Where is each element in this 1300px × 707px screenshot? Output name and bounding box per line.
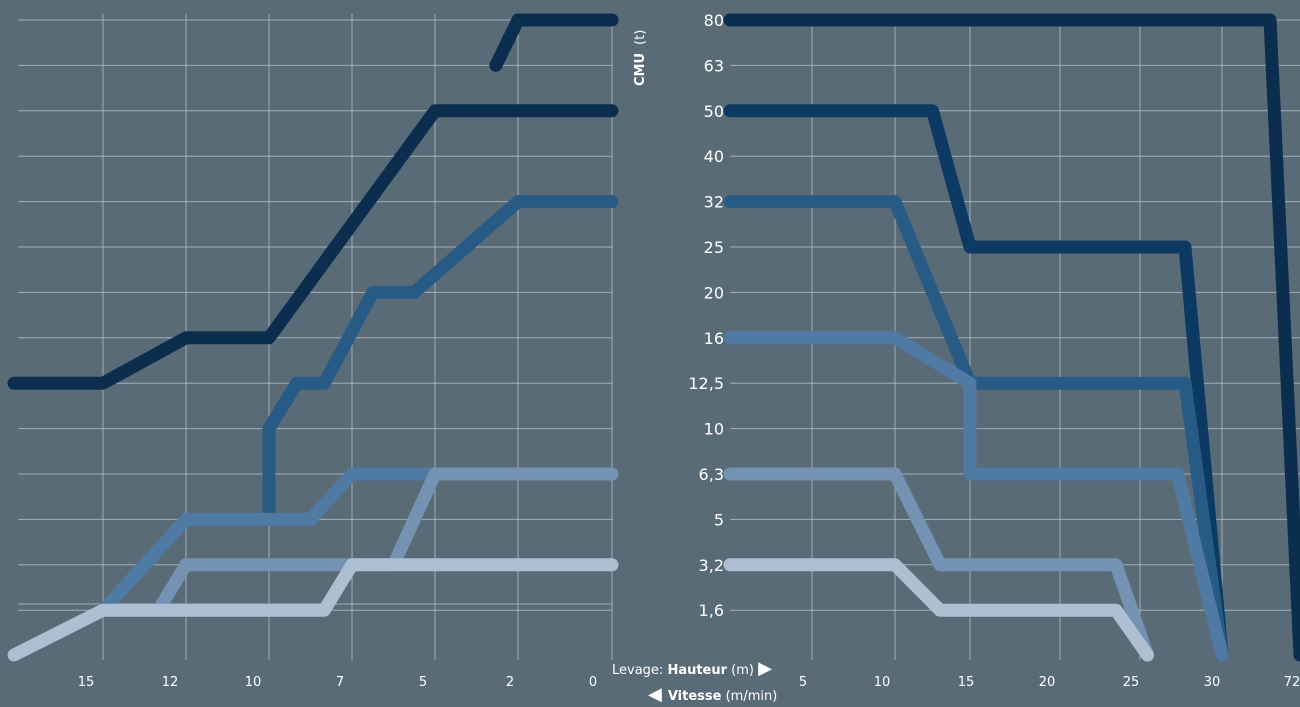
- y-tick-label: 12,5: [688, 374, 724, 393]
- series-line: [489, 13, 619, 72]
- series-line: [723, 13, 1300, 662]
- x-tick-label-left: 5: [419, 675, 427, 690]
- series-line: [723, 331, 1229, 662]
- x-tick-label-right: 25: [1123, 675, 1140, 690]
- series-line: [723, 558, 1154, 662]
- x-caption-lift: Levage: Hauteur (m) ▶: [612, 658, 772, 679]
- series-line: [151, 467, 619, 617]
- x-tick-label-left: 7: [336, 675, 344, 690]
- y-tick-label: 6,3: [699, 465, 724, 484]
- y-tick-label: 80: [704, 11, 724, 30]
- x-caption-speed: ◀ Vitesse (m/min): [648, 684, 777, 705]
- y-tick-label: 10: [704, 420, 724, 439]
- y-tick-label: 16: [704, 329, 724, 348]
- x-tick-label-left: 0: [589, 675, 597, 690]
- x-tick-label-right: 10: [874, 675, 891, 690]
- y-tick-label: 3,2: [699, 556, 724, 575]
- left-panel-series: [7, 13, 619, 662]
- y-axis-title: CMU(t): [633, 30, 648, 86]
- series-line: [262, 195, 619, 526]
- x-tick-label-right: 30: [1204, 675, 1221, 690]
- x-tick-label-right: 72: [1284, 675, 1300, 690]
- right-panel-series: [723, 13, 1300, 662]
- x-tick-label-right: 20: [1039, 675, 1056, 690]
- y-tick-label: 5: [714, 510, 724, 529]
- y-tick-label: 50: [704, 102, 724, 121]
- x-tick-label-left: 2: [506, 675, 514, 690]
- left-arrow-icon: ◀: [648, 684, 662, 705]
- series-line: [96, 467, 619, 617]
- y-tick-label: 20: [704, 283, 724, 302]
- series-line: [723, 467, 1154, 662]
- x-tick-label-right: 5: [799, 675, 807, 690]
- x-tick-label-left: 12: [162, 675, 179, 690]
- x-tick-label-left: 15: [78, 675, 95, 690]
- x-tick-label-left: 10: [245, 675, 262, 690]
- right-arrow-icon: ▶: [758, 658, 772, 679]
- y-tick-label: 63: [704, 56, 724, 75]
- series-line: [7, 558, 619, 662]
- x-tick-label-right: 15: [958, 675, 975, 690]
- series-line: [7, 104, 619, 390]
- y-tick-label: 32: [704, 193, 724, 212]
- series-line: [723, 104, 1229, 662]
- y-tick-label: 25: [704, 238, 724, 257]
- y-tick-label: 1,6: [699, 601, 724, 620]
- y-tick-label: 40: [704, 147, 724, 166]
